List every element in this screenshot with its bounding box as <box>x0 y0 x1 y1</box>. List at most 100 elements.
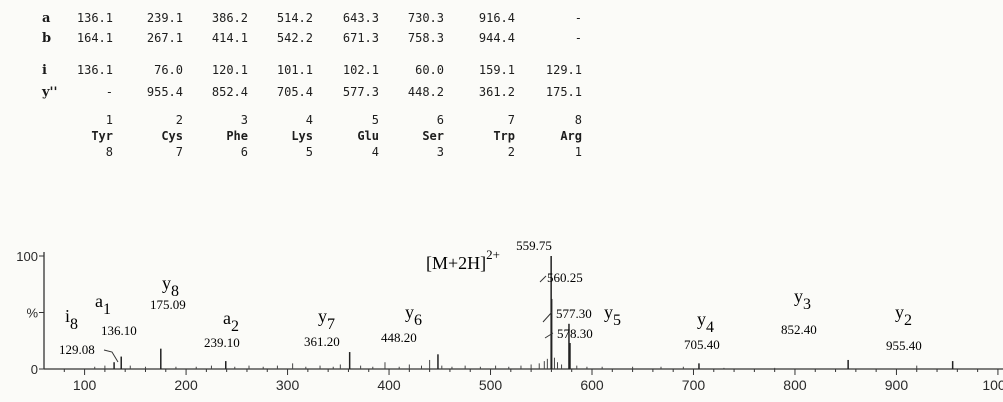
mz-label: 955.40 <box>886 338 922 353</box>
ion-label: a1 <box>95 291 111 318</box>
ion-label: y6 <box>405 302 422 329</box>
leader-line <box>103 349 119 363</box>
position-number: 5 <box>371 113 379 127</box>
x-tick-label: 1000 <box>982 377 1003 393</box>
position-number: 1 <box>105 113 113 127</box>
ion-label: i8 <box>65 306 78 333</box>
mz-label: 175.09 <box>150 297 186 312</box>
position-number: 4 <box>305 113 313 127</box>
position-number: 3 <box>240 113 248 127</box>
table-cell: 643.3 <box>342 11 379 25</box>
ion-label: y4 <box>697 309 714 336</box>
mz-label: 577.30 <box>556 306 592 321</box>
position-number: 8 <box>574 113 582 127</box>
table-cell: 60.0 <box>415 63 444 77</box>
reverse-position-number: 1 <box>574 145 582 159</box>
table-cell: 671.3 <box>342 31 379 45</box>
table-cell: 129.1 <box>545 63 582 77</box>
residue-name: Arg <box>560 129 582 143</box>
mz-label: 239.10 <box>204 335 240 350</box>
x-tick-label: 100 <box>73 377 97 393</box>
x-tick-label: 400 <box>377 377 401 393</box>
reverse-position-number: 2 <box>507 145 515 159</box>
mz-label: 559.75 <box>516 238 552 253</box>
residue-name: Cys <box>161 129 183 143</box>
table-cell: 514.2 <box>276 11 313 25</box>
table-cell: 577.3 <box>342 85 379 99</box>
position-number: 6 <box>436 113 444 127</box>
reverse-position-number: 7 <box>175 145 183 159</box>
table-cell: - <box>105 85 113 99</box>
ion-label: [M+2H]2+ <box>426 247 500 273</box>
table-cell: 705.4 <box>276 85 313 99</box>
mz-label: 129.08 <box>59 342 95 357</box>
row-label-y: y'' <box>42 85 58 100</box>
labeled-peaks <box>113 256 954 369</box>
fragment-ion-table: a b i y'' 136.1 239.1 386.2 514.2 643.3 730.3… <box>0 0 1003 200</box>
row-label-i: i <box>42 63 47 78</box>
x-tick-label: 500 <box>479 377 503 393</box>
table-cell: 136.1 <box>76 63 113 77</box>
residue-name: Trp <box>493 129 515 143</box>
y-tick-label: % <box>26 306 38 321</box>
table-cell: 361.2 <box>478 85 515 99</box>
table-cell: 175.1 <box>545 85 582 99</box>
table-cell: 386.2 <box>211 11 248 25</box>
x-tick-label: 200 <box>174 377 198 393</box>
noise-peaks <box>94 357 918 369</box>
table-cell: 239.1 <box>146 11 183 25</box>
ion-label: y3 <box>794 286 811 313</box>
mz-label: 705.40 <box>684 337 720 352</box>
residue-name: Phe <box>226 129 248 143</box>
table-cell: 448.2 <box>407 85 444 99</box>
table-cell: 414.1 <box>211 31 248 45</box>
row-label-a: a <box>42 11 51 26</box>
table-cell: 267.1 <box>146 31 183 45</box>
table-cell: 136.1 <box>76 11 113 25</box>
reverse-position-number: 3 <box>436 145 444 159</box>
table-cell: 101.1 <box>276 63 313 77</box>
table-cell: 944.4 <box>478 31 515 45</box>
table-cell: 542.2 <box>276 31 313 45</box>
position-number: 2 <box>175 113 183 127</box>
axes: 100% 0 100 200 300 400 500 600 700 800 900 1000 <box>16 249 1003 393</box>
reverse-position-number: 8 <box>105 145 113 159</box>
table-cell: 159.1 <box>478 63 515 77</box>
x-tick-label: 300 <box>276 377 300 393</box>
mz-label: 448.20 <box>381 330 417 345</box>
ion-label: y8 <box>162 273 179 300</box>
table-cell: 102.1 <box>342 63 379 77</box>
residue-name: Glu <box>357 129 379 143</box>
x-tick-label: 800 <box>783 377 807 393</box>
reverse-position-number: 6 <box>240 145 248 159</box>
x-tick-label: 900 <box>885 377 909 393</box>
table-cell: 955.4 <box>146 85 183 99</box>
position-number: 7 <box>507 113 515 127</box>
table-cell: 730.3 <box>407 11 444 25</box>
reverse-position-number: 4 <box>371 145 379 159</box>
table-cell: 76.0 <box>154 63 183 77</box>
leader-line <box>544 332 554 339</box>
table-cell: 916.4 <box>478 11 515 25</box>
mz-label: 852.40 <box>781 322 817 337</box>
x-tick-label: 600 <box>580 377 604 393</box>
table-cell: - <box>574 31 582 45</box>
residue-name: Lys <box>291 129 313 143</box>
table-cell: - <box>574 11 582 25</box>
residue-name: Ser <box>422 129 444 143</box>
table-cell: 758.3 <box>407 31 444 45</box>
reverse-position-number: 5 <box>305 145 313 159</box>
leader-line <box>542 311 553 323</box>
leader-line <box>539 275 547 283</box>
residue-name: Tyr <box>91 129 113 143</box>
mz-label: 560.25 <box>547 270 583 285</box>
table-cell: 164.1 <box>76 31 113 45</box>
mz-label: 361.20 <box>304 334 340 349</box>
ion-label: y7 <box>318 306 335 333</box>
y-tick-label: 0 <box>31 362 38 377</box>
row-label-b: b <box>42 31 52 46</box>
x-tick-label: 700 <box>682 377 706 393</box>
ion-label: y5 <box>604 302 621 329</box>
